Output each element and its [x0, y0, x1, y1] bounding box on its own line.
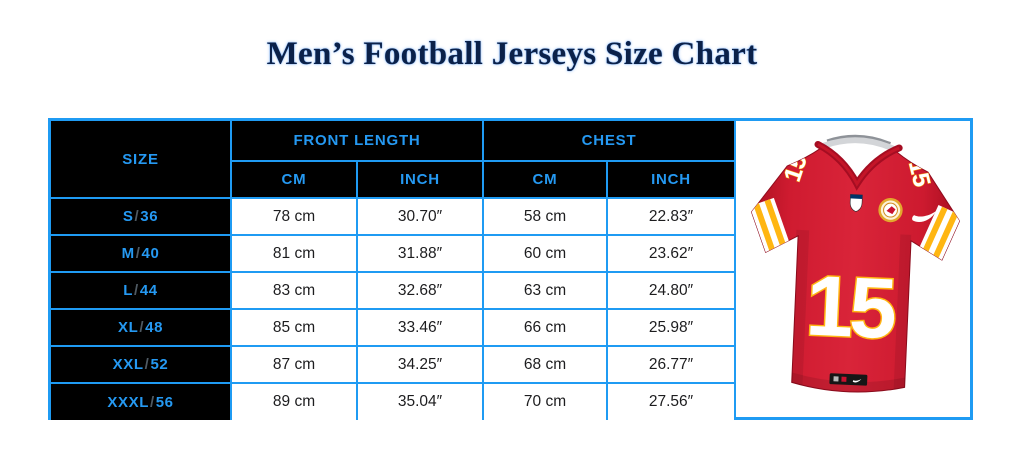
- table-row: XXXL/56 89 cm 35.04″ 70 cm 27.56″: [51, 382, 736, 420]
- chest-inch-value: 26.77″: [606, 345, 736, 384]
- front-length-inch-value: 35.04″: [356, 382, 484, 420]
- size-label: S/36: [51, 197, 232, 236]
- nike-swoosh-icon: [912, 211, 937, 222]
- column-header-chest: CHEST: [482, 121, 736, 162]
- team-patch: [878, 197, 903, 223]
- jersey-chest-number: 15: [804, 258, 898, 357]
- jersey-shading-right: [893, 234, 912, 392]
- size-label: XL/48: [51, 308, 232, 347]
- jersey-product-image: 15 15: [736, 121, 970, 417]
- jock-tag: [829, 373, 868, 386]
- front-length-cm-value: 81 cm: [230, 234, 358, 273]
- chest-inch-value: 27.56″: [606, 382, 736, 420]
- jersey-shading-left: [789, 229, 810, 387]
- jersey-back-collar-stripe: [826, 134, 892, 145]
- size-number: 44: [139, 282, 158, 299]
- right-cuff-gold-stripe: [930, 211, 959, 264]
- size-chart-table: SIZE FRONT LENGTH CHEST CM INCH CM INCH …: [51, 121, 736, 420]
- football-jersey-illustration: 15 15: [749, 134, 962, 393]
- size-letter: XL: [117, 319, 139, 336]
- size-slash: /: [149, 393, 155, 411]
- chest-cm-value: 58 cm: [482, 197, 608, 236]
- size-slash: /: [134, 282, 139, 299]
- size-number: 36: [140, 208, 159, 225]
- size-slash: /: [134, 208, 140, 225]
- chest-cm-value: 68 cm: [482, 345, 608, 384]
- front-length-inch-value: 31.88″: [356, 234, 484, 273]
- page-title: Men’s Football Jerseys Size Chart: [266, 36, 758, 72]
- table-row: XL/48 85 cm 33.46″ 66 cm 25.98″: [51, 308, 736, 347]
- left-cuff-gold-stripe: [753, 203, 777, 257]
- front-length-cm-value: 83 cm: [230, 271, 358, 310]
- table-row: XXL/52 87 cm 34.25″ 68 cm 26.77″: [51, 345, 736, 384]
- jock-tag-size-mark: [841, 376, 847, 382]
- size-label: XXL/52: [51, 345, 232, 384]
- front-length-inch-value: 32.68″: [356, 271, 484, 310]
- front-length-inch-value: 30.70″: [356, 197, 484, 236]
- jersey-collar-seam: [817, 143, 900, 187]
- chest-inch-value: 24.80″: [606, 271, 736, 310]
- left-cuff-gold-stripe: [764, 199, 789, 253]
- chest-cm-value: 63 cm: [482, 271, 608, 310]
- size-letter: XXXL: [107, 393, 149, 411]
- column-header-chest-cm: CM: [482, 160, 608, 199]
- size-slash: /: [139, 319, 145, 336]
- size-letter: M: [121, 245, 135, 262]
- size-label: XXXL/56: [51, 382, 232, 420]
- chest-inch-value: 25.98″: [606, 308, 736, 347]
- table-row: S/36 78 cm 30.70″ 58 cm 22.83″: [51, 197, 736, 236]
- size-number: 56: [155, 393, 174, 411]
- size-label: L/44: [51, 271, 232, 310]
- size-slash: /: [135, 245, 141, 262]
- right-cuff-gold-stripe: [919, 206, 948, 259]
- front-length-inch-value: 34.25″: [356, 345, 484, 384]
- chest-cm-value: 70 cm: [482, 382, 608, 420]
- chest-inch-value: 23.62″: [606, 234, 736, 273]
- column-header-front-length: FRONT LENGTH: [230, 121, 484, 162]
- size-number: 40: [141, 245, 160, 262]
- chest-inch-value: 22.83″: [606, 197, 736, 236]
- size-letter: L: [123, 282, 134, 299]
- front-length-cm-value: 87 cm: [230, 345, 358, 384]
- size-slash: /: [144, 356, 150, 373]
- size-chart-panel: SIZE FRONT LENGTH CHEST CM INCH CM INCH …: [48, 118, 973, 420]
- front-length-cm-value: 78 cm: [230, 197, 358, 236]
- size-number: 48: [145, 319, 164, 336]
- table-row: M/40 81 cm 31.88″ 60 cm 23.62″: [51, 234, 736, 273]
- table-row: L/44 83 cm 32.68″ 63 cm 24.80″: [51, 271, 736, 310]
- column-header-size: SIZE: [51, 121, 232, 199]
- column-header-front-cm: CM: [231, 160, 358, 199]
- size-letter: S: [122, 208, 134, 225]
- column-header-front-inch: INCH: [356, 160, 484, 199]
- size-number: 52: [150, 356, 169, 373]
- size-letter: XXL: [112, 356, 144, 373]
- front-length-inch-value: 33.46″: [356, 308, 484, 347]
- chest-cm-value: 60 cm: [482, 234, 608, 273]
- jock-tag-swoosh-icon: [852, 379, 862, 383]
- column-header-chest-inch: INCH: [606, 160, 736, 199]
- jersey-back-collar: [822, 137, 895, 152]
- chest-cm-value: 66 cm: [482, 308, 608, 347]
- front-length-cm-value: 89 cm: [230, 382, 358, 420]
- jock-tag-nfl-mark: [833, 376, 839, 382]
- size-label: M/40: [51, 234, 232, 273]
- front-length-cm-value: 85 cm: [230, 308, 358, 347]
- nfl-shield-logo: [849, 194, 863, 212]
